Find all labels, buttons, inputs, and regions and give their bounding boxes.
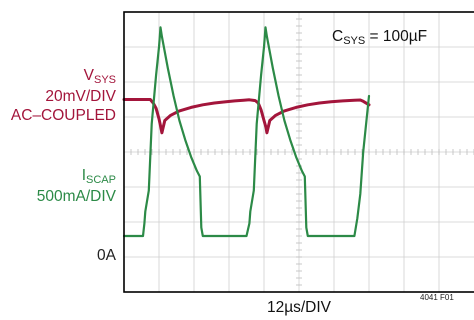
iscap-label-main: I — [81, 167, 87, 184]
traces — [122, 26, 371, 238]
figure-id: 4041 F01 — [420, 293, 454, 302]
vsys-label: VSYS 20mV/DIV AC–COUPLED — [11, 66, 116, 125]
grid — [123, 11, 474, 293]
iscap-trace — [122, 26, 371, 238]
iscap-label: ISCAP 500mA/DIV — [37, 166, 116, 206]
plot-frame — [123, 11, 474, 293]
csys-sub: SYS — [343, 35, 366, 47]
iscap-scale: 500mA/DIV — [36, 188, 116, 205]
csys-value: = 100µF — [365, 28, 428, 45]
iscap-label-sub: SCAP — [86, 174, 116, 186]
vsys-scale: 20mV/DIV — [45, 88, 116, 105]
vsys-trace — [122, 98, 371, 135]
csys-main: C — [332, 28, 344, 45]
csys-annotation: CSYS = 100µF — [332, 28, 428, 47]
vsys-coupling: AC–COUPLED — [10, 107, 116, 124]
vsys-label-sub: SYS — [93, 74, 116, 86]
vsys-label-main: V — [83, 67, 94, 84]
x-axis-label: 12µs/DIV — [266, 299, 332, 316]
iscap-zero-label: 0A — [97, 247, 116, 264]
